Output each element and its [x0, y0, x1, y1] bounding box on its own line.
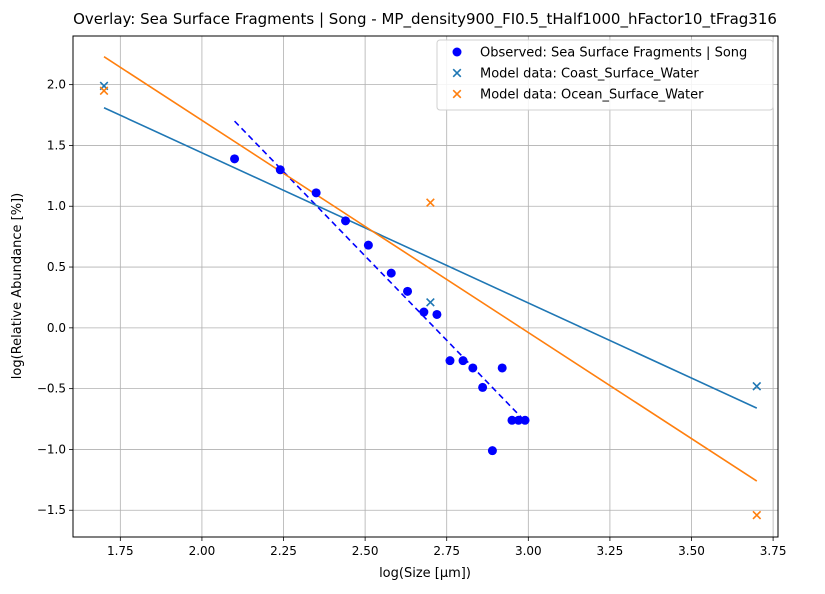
observed-point — [458, 356, 468, 366]
observed-point — [514, 415, 524, 425]
y-tick-label: 0.0 — [47, 321, 66, 335]
legend-label: Model data: Coast_Surface_Water — [480, 67, 699, 82]
plot-frame — [72, 35, 779, 538]
observed-point — [403, 286, 413, 296]
legend-marker — [452, 47, 462, 57]
x-tick-label: 2.00 — [189, 544, 216, 558]
legend-marker — [452, 68, 462, 78]
fit-line — [103, 107, 758, 409]
observed-point — [386, 268, 396, 278]
x-tick-label: 3.75 — [760, 544, 787, 558]
fit-line — [103, 56, 758, 482]
y-axis-ticks: −1.5 −1.0 −0.5 0.0 0.5 1.0 1.5 2.0 — [37, 78, 73, 517]
observed-point — [419, 307, 429, 317]
x-axis-ticks: 1.75 2.00 2.25 2.50 2.75 3.00 3.25 3.50 3.75 — [107, 537, 786, 558]
fit-line — [233, 120, 523, 419]
legend-label: Model data: Ocean_Surface_Water — [480, 88, 704, 103]
observed-point — [311, 188, 321, 198]
observed-point — [520, 415, 530, 425]
model-point — [752, 381, 762, 391]
model-point — [426, 198, 435, 207]
y-tick-label: 1.0 — [47, 199, 66, 213]
x-tick-label: 1.75 — [107, 544, 134, 558]
y-tick-label: −1.0 — [37, 442, 66, 456]
x-tick-label: 2.75 — [433, 544, 460, 558]
y-tick-label: 2.0 — [47, 78, 66, 92]
y-tick-label: −0.5 — [37, 382, 66, 396]
y-tick-label: 0.5 — [47, 260, 66, 274]
data-points — [99, 81, 762, 520]
x-tick-label: 2.50 — [352, 544, 379, 558]
observed-point — [230, 154, 240, 164]
observed-point — [341, 216, 351, 226]
chart-title: Overlay: Sea Surface Fragments | Song - … — [73, 10, 777, 29]
x-tick-label: 3.00 — [515, 544, 542, 558]
observed-point — [363, 240, 373, 250]
legend-label: Observed: Sea Surface Fragments | Song — [480, 46, 747, 61]
observed-point — [497, 363, 507, 373]
observed-point — [445, 356, 455, 366]
observed-point — [478, 382, 488, 392]
x-tick-label: 3.25 — [597, 544, 624, 558]
grid — [73, 36, 778, 537]
y-axis-label: log(Relative Abundance [%]) — [10, 193, 25, 379]
y-tick-label: −1.5 — [37, 503, 66, 517]
observed-point — [275, 165, 285, 175]
observed-point — [432, 309, 442, 319]
observed-point — [487, 446, 497, 456]
legend-marker — [452, 89, 462, 99]
x-tick-label: 2.25 — [270, 544, 297, 558]
x-tick-label: 3.50 — [678, 544, 705, 558]
y-tick-label: 1.5 — [47, 138, 66, 152]
model-point — [752, 510, 762, 520]
model-point — [99, 86, 109, 96]
x-axis-label: log(Size [μm]) — [379, 566, 471, 581]
observed-point — [507, 415, 517, 425]
observed-point — [468, 363, 478, 373]
model-point — [426, 297, 435, 307]
legend: Observed: Sea Surface Fragments | Song Mo… — [436, 39, 774, 111]
legend-box — [436, 39, 774, 111]
